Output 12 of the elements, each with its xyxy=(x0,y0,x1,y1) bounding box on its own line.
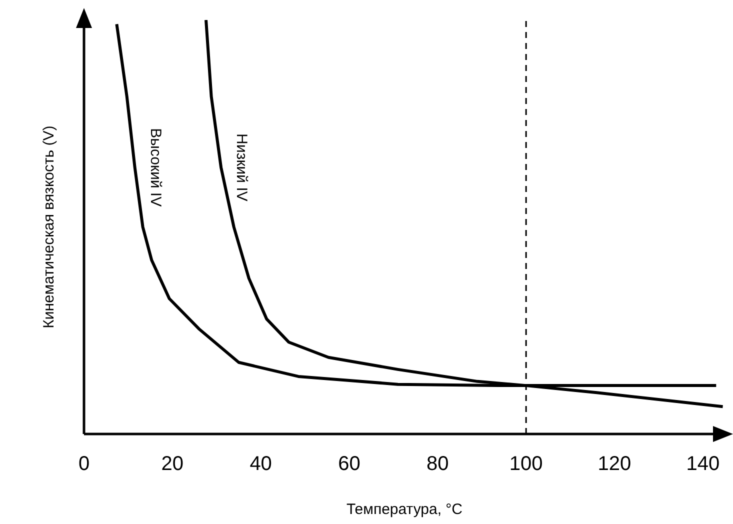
x-tick-label: 0 xyxy=(78,453,90,476)
x-tick-label: 120 xyxy=(598,453,632,476)
x-tick-label: 40 xyxy=(250,453,272,476)
text: Низкий IV xyxy=(233,134,250,202)
y-axis-title: Кинематическая вязкость (V) xyxy=(40,126,58,328)
x-tick-label: 80 xyxy=(426,453,449,476)
x-tick-label: 20 xyxy=(161,453,184,476)
x-axis-title: Температура, °C xyxy=(346,501,463,518)
x-tick-label: 60 xyxy=(338,453,360,476)
x-tick-label: 140 xyxy=(686,453,720,476)
x-tick-label: 100 xyxy=(509,453,543,476)
text: Высокий IV xyxy=(146,128,164,207)
